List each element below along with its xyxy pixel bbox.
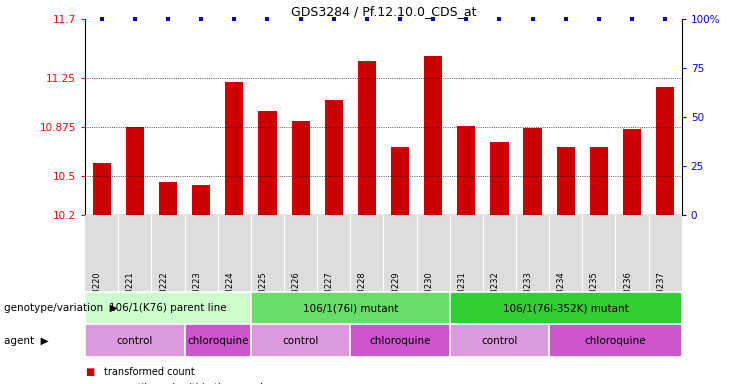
Text: percentile rank within the sample: percentile rank within the sample bbox=[104, 383, 269, 384]
Bar bbox=[450, 215, 483, 292]
Bar bbox=[523, 127, 542, 215]
Bar bbox=[284, 215, 317, 292]
Bar bbox=[623, 129, 641, 215]
Text: 106/1(76I-352K) mutant: 106/1(76I-352K) mutant bbox=[503, 303, 628, 313]
Bar bbox=[93, 163, 111, 215]
Bar bbox=[450, 324, 549, 357]
Bar bbox=[251, 215, 284, 292]
Bar bbox=[151, 215, 185, 292]
Bar bbox=[119, 215, 151, 292]
Bar bbox=[483, 215, 516, 292]
Bar bbox=[491, 142, 508, 215]
Bar bbox=[549, 215, 582, 292]
Bar bbox=[159, 182, 177, 215]
Bar bbox=[384, 215, 416, 292]
Bar bbox=[582, 215, 616, 292]
Bar bbox=[218, 215, 251, 292]
Text: control: control bbox=[117, 336, 153, 346]
Bar bbox=[590, 147, 608, 215]
Bar bbox=[85, 324, 185, 357]
Text: chloroquine: chloroquine bbox=[585, 336, 646, 346]
Bar bbox=[126, 127, 144, 215]
Bar bbox=[192, 185, 210, 215]
Text: agent  ▶: agent ▶ bbox=[4, 336, 48, 346]
Bar bbox=[85, 292, 251, 324]
Bar bbox=[656, 87, 674, 215]
Text: control: control bbox=[282, 336, 319, 346]
Bar bbox=[648, 215, 682, 292]
Bar bbox=[549, 324, 682, 357]
Bar bbox=[325, 100, 343, 215]
Text: chloroquine: chloroquine bbox=[369, 336, 431, 346]
Bar bbox=[450, 292, 682, 324]
Bar bbox=[259, 111, 276, 215]
Bar bbox=[350, 324, 450, 357]
Bar bbox=[85, 215, 119, 292]
Bar bbox=[185, 215, 218, 292]
Bar bbox=[358, 61, 376, 215]
Bar bbox=[251, 292, 450, 324]
Bar bbox=[350, 215, 384, 292]
Bar bbox=[391, 147, 409, 215]
Bar bbox=[185, 324, 251, 357]
Bar bbox=[516, 215, 549, 292]
Bar bbox=[225, 82, 244, 215]
Bar bbox=[556, 147, 575, 215]
Text: 106/1(K76) parent line: 106/1(K76) parent line bbox=[109, 303, 227, 313]
Bar bbox=[457, 126, 476, 215]
Text: transformed count: transformed count bbox=[104, 367, 194, 377]
Text: ■: ■ bbox=[85, 367, 94, 377]
Text: genotype/variation  ▶: genotype/variation ▶ bbox=[4, 303, 117, 313]
Bar bbox=[416, 215, 450, 292]
Bar bbox=[291, 121, 310, 215]
Text: ■: ■ bbox=[85, 383, 94, 384]
Bar bbox=[251, 324, 350, 357]
Text: control: control bbox=[481, 336, 518, 346]
Bar bbox=[424, 56, 442, 215]
Title: GDS3284 / Pf.12.10.0_CDS_at: GDS3284 / Pf.12.10.0_CDS_at bbox=[290, 5, 476, 18]
Bar bbox=[317, 215, 350, 292]
Bar bbox=[616, 215, 648, 292]
Text: chloroquine: chloroquine bbox=[187, 336, 248, 346]
Text: 106/1(76I) mutant: 106/1(76I) mutant bbox=[302, 303, 398, 313]
